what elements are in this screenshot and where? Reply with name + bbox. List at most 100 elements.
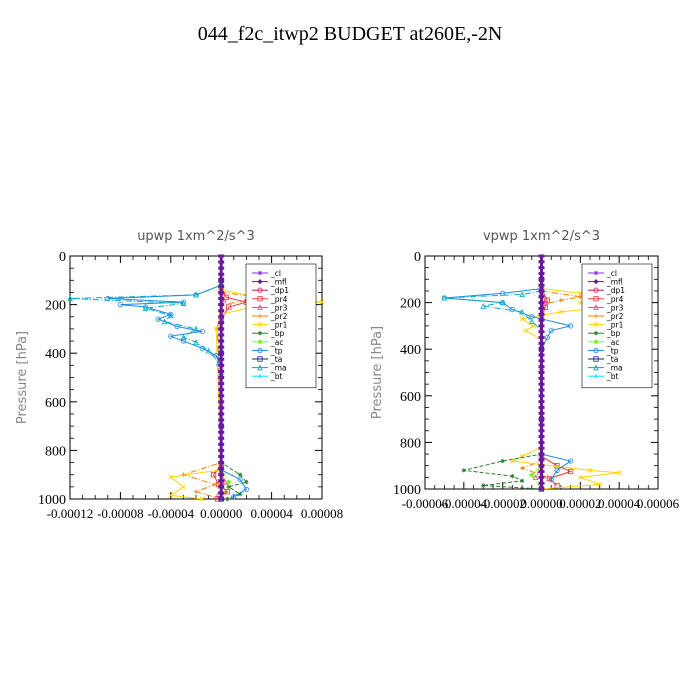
- zero-profile-marker: [218, 351, 225, 355]
- legend-marker: [257, 339, 263, 345]
- series-point-bp: [510, 473, 515, 479]
- series-point-ma: [499, 299, 506, 306]
- series-point-tp: [168, 333, 174, 339]
- legend-marker: [257, 374, 263, 379]
- zero-profile-marker: [218, 442, 225, 446]
- y-tick-label: 1000: [393, 483, 421, 498]
- zero-profile-marker: [538, 330, 545, 334]
- series-point-tp: [155, 316, 161, 322]
- series-point-bp: [226, 484, 231, 490]
- series-point-ma: [205, 347, 212, 354]
- zero-profile-marker: [538, 458, 545, 462]
- series-point-pr2: [545, 475, 550, 480]
- series-point-ma: [180, 334, 187, 341]
- legend-entry: _ma: [606, 364, 623, 373]
- y-tick-label: 800: [45, 444, 66, 459]
- series-point-pr1: [180, 484, 186, 490]
- zero-profile-marker: [538, 376, 545, 380]
- zero-profile-marker: [538, 440, 545, 444]
- x-tick-label: -0.00002: [479, 496, 526, 511]
- zero-profile-marker: [538, 336, 545, 340]
- legend-entry: _pr2: [606, 312, 624, 321]
- zero-profile-marker: [538, 254, 545, 258]
- zero-profile-marker: [538, 411, 545, 415]
- zero-profile-marker: [538, 405, 545, 409]
- legend-entry: _tp: [606, 346, 619, 355]
- zero-profile-marker: [218, 254, 225, 258]
- x-tick-label: 0.00006: [637, 496, 680, 511]
- legend-marker: [593, 356, 599, 362]
- zero-profile-marker: [538, 487, 545, 491]
- x-tick-label: 0.00004: [250, 506, 293, 521]
- series-point-pr1: [577, 474, 583, 480]
- legend-marker: [593, 287, 599, 293]
- legend-marker: [257, 296, 263, 302]
- zero-profile-marker: [218, 491, 225, 495]
- panel-vpwp: vpwp 1xm^2/s^3 Pressure [hPa] 0 200 400 600 80…: [370, 229, 680, 511]
- series-point-ma: [180, 300, 187, 306]
- x-tick-label: 0.00002: [559, 496, 601, 511]
- zero-profile-marker: [218, 436, 225, 440]
- series-point-tp: [231, 493, 237, 500]
- legend-marker: [257, 331, 263, 336]
- zero-profile-marker: [218, 382, 225, 386]
- zero-profile-marker: [538, 417, 545, 421]
- zero-profile-marker: [538, 359, 545, 363]
- zero-profile-marker: [538, 271, 545, 275]
- zero-profile-marker: [218, 303, 225, 307]
- zero-profile-marker: [538, 446, 545, 450]
- zero-profile-marker: [538, 295, 545, 299]
- zero-profile-marker: [218, 278, 225, 282]
- zero-profile-marker: [538, 481, 545, 485]
- legend-marker: [257, 270, 263, 276]
- zero-profile-marker: [218, 315, 225, 319]
- x-tick-label: 0.00008: [301, 506, 343, 521]
- series-point-pr1: [523, 328, 529, 334]
- series-point-tp: [544, 334, 550, 341]
- series-point-pr4: [211, 472, 217, 478]
- legend-entry: _mfl: [606, 278, 623, 287]
- zero-profile-marker: [218, 479, 225, 483]
- panel-upwp: upwp 1xm^2/s^3 Pressure [hPa] 0 200 400 600 80…: [15, 229, 343, 521]
- legend-entry: _mfl: [270, 278, 287, 287]
- zero-profile-marker: [538, 353, 545, 357]
- legend-entry: _cl: [270, 269, 281, 278]
- y-axis-label: Pressure [hPa]: [15, 331, 30, 424]
- zero-profile-marker: [538, 382, 545, 386]
- zero-profile-marker: [218, 327, 225, 331]
- y-tick-label: 600: [45, 396, 66, 411]
- legend-marker: [257, 347, 263, 353]
- panel-title: vpwp 1xm^2/s^3: [483, 229, 600, 244]
- zero-profile-marker: [538, 324, 545, 328]
- zero-profile-marker: [218, 369, 225, 373]
- series-point-tp: [143, 304, 149, 310]
- zero-profile-marker: [218, 430, 225, 434]
- legend-entry: _dp1: [270, 286, 289, 295]
- legend-marker: [593, 364, 599, 371]
- legend-entry: _pr1: [606, 321, 624, 330]
- y-tick-label: 1000: [38, 493, 66, 508]
- series-point-tp: [500, 290, 506, 296]
- series-point-bp: [225, 496, 230, 502]
- legend-marker: [257, 313, 263, 319]
- zero-profile-marker: [538, 470, 545, 474]
- series-point-pr4: [224, 489, 231, 495]
- series-point-ac: [226, 479, 232, 485]
- zero-profile-marker: [218, 363, 225, 367]
- series-point-pr2: [193, 489, 199, 494]
- series-point-tp: [568, 458, 574, 464]
- legend-marker: [257, 278, 263, 285]
- zero-profile-marker: [538, 400, 545, 404]
- x-tick-label: -0.00012: [47, 506, 94, 521]
- series-point-tp: [548, 327, 554, 334]
- zero-profile-marker: [218, 290, 225, 294]
- series-point-ma: [193, 325, 199, 332]
- series-point-pr1: [213, 326, 219, 332]
- legend-entry: _tp: [270, 346, 283, 355]
- legend-entry: _bt: [270, 372, 283, 381]
- series-point-pr1: [519, 453, 525, 459]
- zero-profile-marker: [218, 357, 225, 361]
- legend-marker: [593, 374, 599, 379]
- series-point-pr1: [587, 467, 593, 473]
